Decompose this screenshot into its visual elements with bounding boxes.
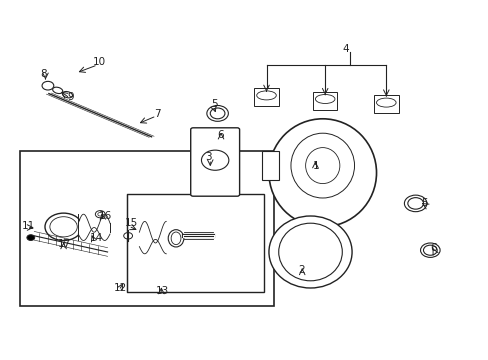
Ellipse shape — [376, 98, 395, 107]
Ellipse shape — [268, 216, 351, 288]
Circle shape — [27, 235, 35, 240]
Circle shape — [404, 195, 426, 212]
Circle shape — [423, 245, 436, 255]
Ellipse shape — [268, 119, 376, 227]
Ellipse shape — [278, 223, 342, 281]
Circle shape — [201, 150, 228, 170]
Text: 12: 12 — [113, 283, 126, 293]
Text: 1: 1 — [312, 161, 319, 171]
Ellipse shape — [168, 230, 183, 247]
Text: 14: 14 — [89, 233, 102, 243]
Circle shape — [123, 233, 132, 239]
Bar — [127, 194, 264, 292]
Bar — [312, 92, 337, 110]
Circle shape — [98, 212, 102, 216]
Circle shape — [218, 131, 229, 139]
Text: 2: 2 — [298, 265, 305, 275]
Ellipse shape — [53, 87, 62, 94]
Text: 4: 4 — [342, 44, 348, 54]
Circle shape — [45, 213, 82, 240]
Text: 13: 13 — [155, 286, 168, 296]
Text: 6: 6 — [429, 243, 436, 253]
Circle shape — [95, 211, 105, 218]
Text: 5: 5 — [211, 99, 218, 109]
Bar — [261, 151, 278, 180]
Bar — [20, 151, 273, 306]
Circle shape — [210, 108, 224, 119]
Text: 11: 11 — [21, 221, 35, 231]
Ellipse shape — [256, 91, 276, 100]
Bar — [254, 88, 278, 106]
FancyBboxPatch shape — [190, 128, 239, 196]
Ellipse shape — [305, 148, 339, 184]
Text: 17: 17 — [58, 239, 71, 249]
Circle shape — [50, 217, 77, 237]
Circle shape — [42, 81, 54, 90]
Text: 5: 5 — [421, 198, 427, 208]
Circle shape — [420, 243, 439, 257]
Text: 7: 7 — [154, 109, 161, 119]
Text: 15: 15 — [124, 218, 138, 228]
Text: 16: 16 — [99, 211, 112, 221]
Circle shape — [206, 105, 228, 121]
Text: 9: 9 — [67, 92, 74, 102]
Text: 10: 10 — [93, 57, 106, 67]
Ellipse shape — [290, 133, 354, 198]
Circle shape — [407, 198, 423, 209]
Text: 6: 6 — [217, 130, 224, 140]
Ellipse shape — [315, 95, 334, 104]
Ellipse shape — [171, 232, 181, 245]
Ellipse shape — [62, 91, 72, 98]
Bar — [373, 95, 398, 113]
Text: 8: 8 — [40, 69, 47, 79]
Circle shape — [215, 129, 232, 141]
Text: 3: 3 — [205, 152, 212, 162]
